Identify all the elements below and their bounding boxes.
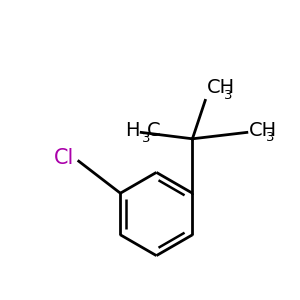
Text: CH: CH	[207, 78, 235, 97]
Text: H: H	[125, 121, 140, 140]
Text: 3: 3	[266, 131, 275, 144]
Text: C: C	[147, 121, 160, 140]
Text: Cl: Cl	[54, 148, 74, 168]
Text: 3: 3	[224, 89, 232, 102]
Text: CH: CH	[248, 121, 277, 140]
Text: 3: 3	[142, 132, 151, 145]
